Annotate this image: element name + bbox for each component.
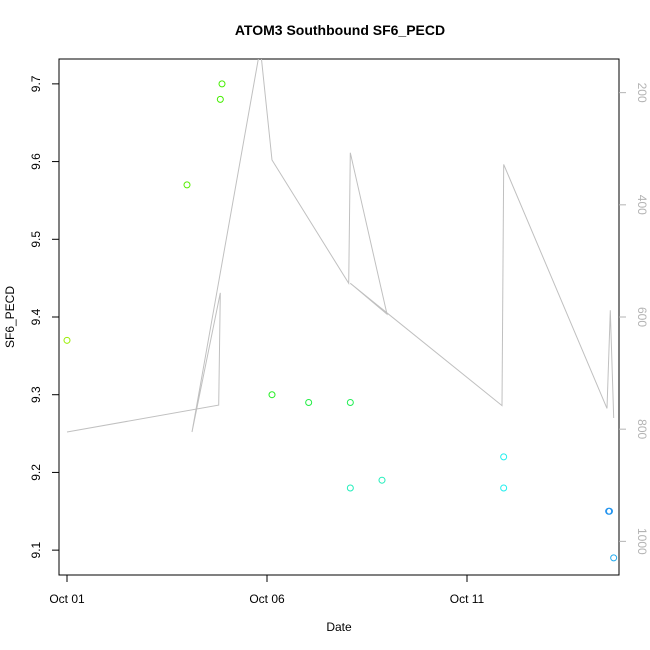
x-tick-label: Oct 01 [49,592,85,606]
right-tick-label: 200 [635,83,649,103]
y-axis-label: SF6_PECD [3,286,17,348]
data-point [500,484,508,492]
y-tick-label: 9.1 [29,541,43,558]
data-point [216,95,224,103]
y-tick-label: 9.3 [29,386,43,403]
y-tick-label: 9.6 [29,153,43,170]
right-tick-label: 600 [635,307,649,327]
x-tick-label: Oct 11 [450,592,485,606]
line-series [66,59,615,433]
y-tick-label: 9.4 [29,308,43,325]
line-series-layer [66,59,615,433]
data-point [346,484,354,492]
data-point [378,476,386,484]
y-tick-label: 9.7 [29,75,43,92]
x-tick-label: Oct 06 [249,592,285,606]
right-tick-label: 400 [635,195,649,215]
right-tick-label: 800 [635,419,649,439]
point-layer [63,80,618,562]
data-point [305,398,313,406]
data-point [218,80,226,88]
data-point [183,181,191,189]
x-axis: Oct 01 Oct 06 Oct 11 [49,574,485,606]
right-axis: 200 400 600 800 1000 [619,83,649,555]
data-point [606,507,613,515]
y-tick-label: 9.5 [29,231,43,248]
data-point [610,554,618,562]
y-axis: 9.1 9.2 9.3 9.4 9.5 9.6 9.7 [29,75,59,558]
data-point [63,336,71,344]
right-tick-label: 1000 [635,528,649,555]
data-point [500,453,508,461]
x-axis-label: Date [326,620,352,634]
data-point [346,398,354,406]
data-point [268,391,276,399]
y-tick-label: 9.2 [29,464,43,481]
chart-title: ATOM3 Southbound SF6_PECD [235,22,445,38]
plot-frame [58,58,620,576]
